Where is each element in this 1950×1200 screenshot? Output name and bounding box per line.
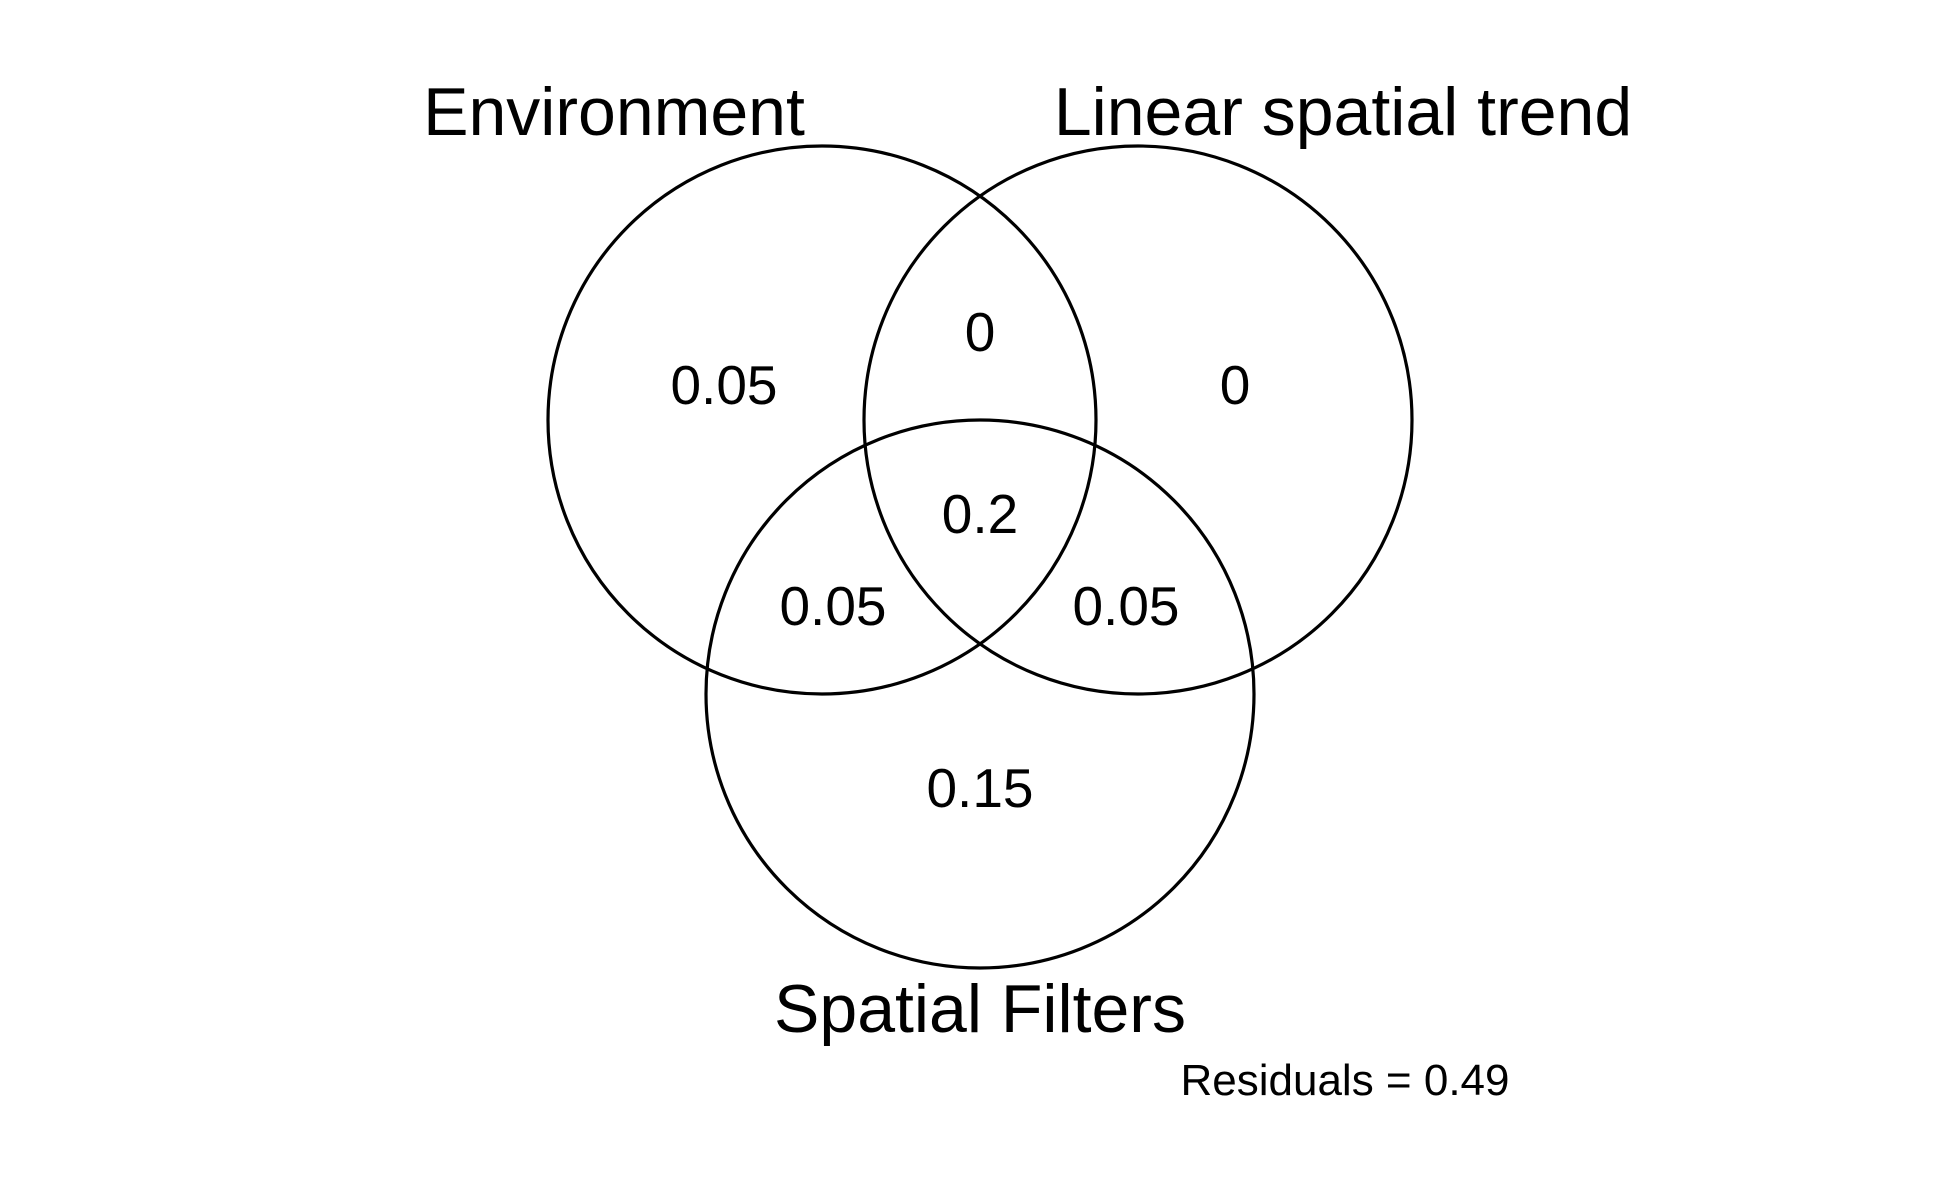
spatial-only-value: 0.15: [926, 757, 1033, 819]
environment-label: Environment: [423, 74, 805, 150]
environment-linear-value: 0: [965, 301, 996, 363]
linear-spatial-trend-label: Linear spatial trend: [1054, 74, 1632, 150]
linear-spatial-value: 0.05: [1072, 575, 1179, 637]
spatial-filters-circle: [704, 418, 1256, 970]
spatial-filters-label: Spatial Filters: [774, 971, 1186, 1047]
residuals-text: Residuals = 0.49: [1181, 1056, 1510, 1105]
linear-spatial-trend-circle: [862, 144, 1414, 696]
environment-spatial-value: 0.05: [779, 575, 886, 637]
linear-only-value: 0: [1220, 354, 1251, 416]
environment-circle: [546, 144, 1098, 696]
all-three-value: 0.2: [942, 483, 1018, 545]
environment-only-value: 0.05: [670, 354, 777, 416]
